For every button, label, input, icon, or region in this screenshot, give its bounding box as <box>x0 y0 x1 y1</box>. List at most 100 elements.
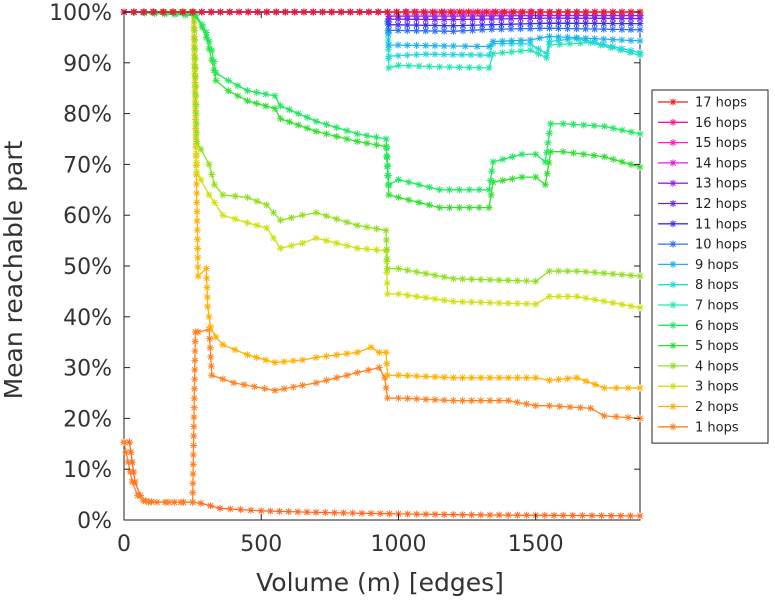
data-point <box>276 102 284 110</box>
legend-marker <box>669 423 677 431</box>
data-point <box>356 8 364 16</box>
data-point <box>449 275 457 283</box>
data-point <box>191 45 199 53</box>
data-point <box>190 441 198 449</box>
data-point <box>497 12 505 20</box>
data-point <box>191 54 199 62</box>
data-point <box>422 12 430 20</box>
data-point <box>508 175 516 183</box>
data-point <box>235 8 243 16</box>
x-axis-label: Volume (m) [edges] <box>256 568 504 597</box>
data-point <box>383 265 391 273</box>
x-tick-label: 0 <box>117 532 131 557</box>
data-point <box>582 34 590 42</box>
data-point <box>554 33 562 41</box>
data-point <box>206 344 214 352</box>
series-line-bottom <box>124 441 641 517</box>
data-point <box>394 41 402 49</box>
data-point <box>405 62 413 70</box>
data-point <box>431 27 439 35</box>
data-point <box>488 25 496 33</box>
data-point <box>322 237 330 245</box>
data-point <box>247 506 255 514</box>
data-point <box>190 404 198 412</box>
y-tick-label: 0% <box>77 509 112 534</box>
data-point <box>508 37 516 45</box>
data-point <box>244 219 252 227</box>
y-tick-label: 30% <box>63 357 112 382</box>
data-point <box>508 153 516 161</box>
data-point <box>449 27 457 35</box>
data-point <box>353 138 361 146</box>
data-point <box>383 8 391 16</box>
data-point <box>636 130 644 138</box>
legend: 17 hops 16 hops 15 hops 14 hops 13 hops 12 ho… <box>651 89 769 444</box>
data-point <box>189 8 197 16</box>
data-point <box>600 25 608 33</box>
data-point <box>459 27 467 35</box>
data-point <box>192 110 200 118</box>
data-point <box>224 87 232 95</box>
data-point <box>124 458 132 466</box>
data-point <box>422 372 430 380</box>
data-point <box>465 204 473 212</box>
data-point <box>322 352 330 360</box>
data-point <box>517 47 525 55</box>
data-point <box>240 381 248 389</box>
data-point <box>489 158 497 166</box>
data-point <box>333 351 341 359</box>
legend-label: 10 hops <box>695 238 747 253</box>
data-point <box>208 371 216 379</box>
data-point <box>394 265 402 273</box>
data-point <box>276 115 284 123</box>
data-point <box>207 362 215 370</box>
data-point <box>333 124 341 132</box>
data-point <box>415 62 423 70</box>
data-point <box>591 381 599 389</box>
data-point <box>536 24 544 32</box>
data-point <box>385 21 393 29</box>
data-point <box>555 267 563 275</box>
series-1-hops <box>120 326 644 506</box>
data-point <box>477 397 485 405</box>
data-point <box>385 510 393 518</box>
data-point <box>532 374 540 382</box>
data-point <box>203 274 211 282</box>
data-point <box>566 40 574 48</box>
data-point <box>122 448 130 456</box>
data-point <box>276 244 284 252</box>
data-point <box>555 36 563 44</box>
data-point <box>475 204 483 212</box>
data-point <box>532 277 540 285</box>
data-point <box>600 41 608 49</box>
data-point <box>488 21 496 29</box>
data-point <box>263 8 271 16</box>
legend-item: 13 hops <box>658 177 747 192</box>
axes: 0% 10% 20% 30% 40% 50% 60% 70% 80% 90% 100% 0 500 100… <box>49 1 640 557</box>
series-6-hops <box>120 8 644 194</box>
data-point <box>190 423 198 431</box>
data-point <box>497 20 505 28</box>
data-point <box>193 159 201 167</box>
data-point <box>422 42 430 50</box>
data-point <box>244 87 252 95</box>
data-point <box>547 148 555 156</box>
data-point <box>237 506 245 514</box>
data-point <box>231 215 239 223</box>
data-point <box>455 63 463 71</box>
data-point <box>189 479 197 487</box>
data-point <box>294 110 302 118</box>
data-point <box>513 277 521 285</box>
data-point <box>343 135 351 143</box>
data-point <box>337 8 345 16</box>
data-point <box>465 186 473 194</box>
data-point <box>262 356 270 364</box>
data-point <box>559 511 567 519</box>
legend-label: 2 hops <box>695 400 739 415</box>
data-point <box>224 77 232 85</box>
data-point <box>536 12 544 20</box>
data-point <box>413 395 421 403</box>
data-point <box>205 45 213 53</box>
data-point <box>385 64 393 72</box>
data-point <box>596 41 604 49</box>
